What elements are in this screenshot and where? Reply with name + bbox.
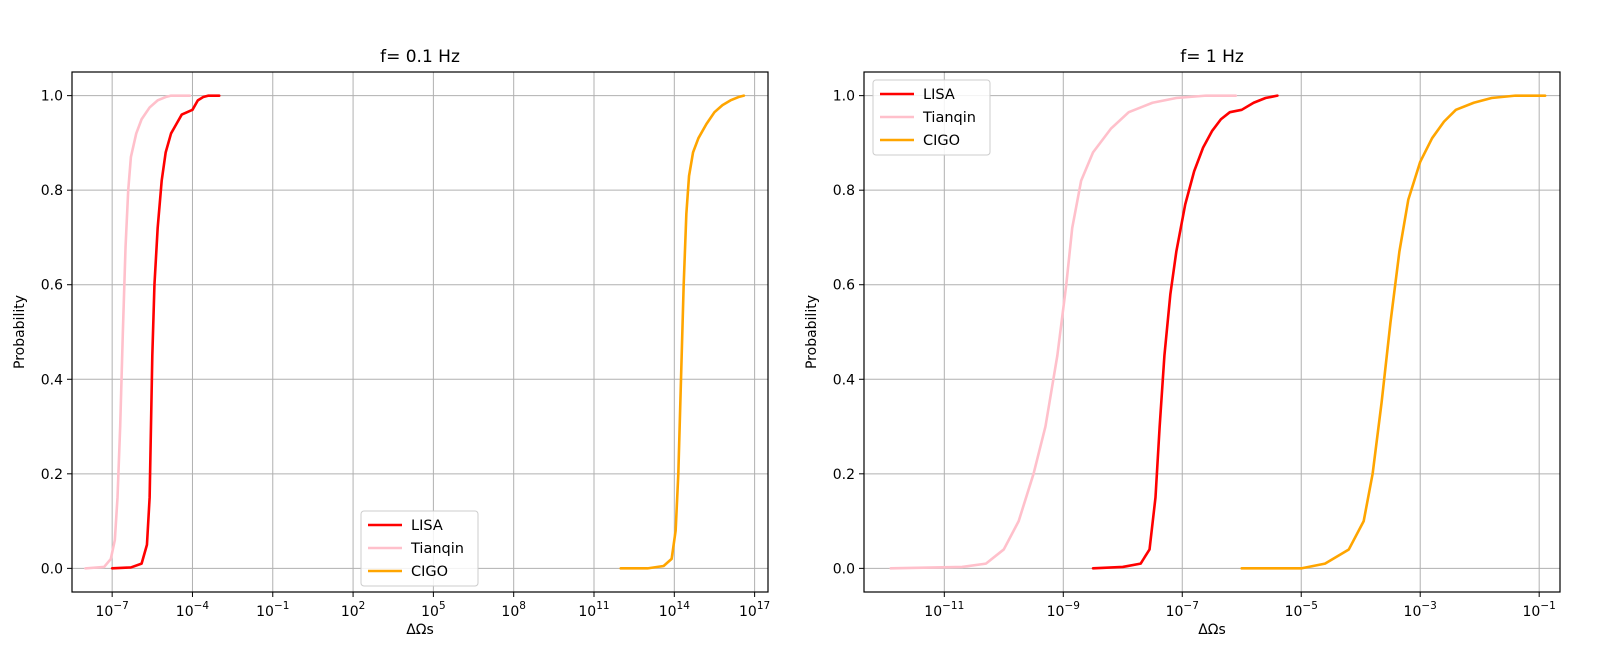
- x-tick-label: 10−11: [924, 600, 964, 620]
- x-tick-label: 1011: [578, 600, 609, 620]
- y-tick-label: 0.6: [41, 278, 63, 294]
- y-tick-label: 0.2: [41, 467, 63, 483]
- legend-label-cigo: CIGO: [923, 133, 960, 149]
- x-tick-label: 10−5: [1285, 600, 1318, 620]
- series-line-tianqin: [889, 94, 1238, 570]
- x-tick-label: 10−4: [176, 600, 210, 620]
- legend-label-lisa: LISA: [923, 87, 955, 103]
- series-line-lisa: [1091, 94, 1279, 570]
- x-tick-label: 10−7: [1166, 600, 1199, 620]
- x-axis-label: ΔΩs: [1198, 622, 1226, 638]
- y-axis-label: Probability: [12, 295, 28, 369]
- x-axis-label: ΔΩs: [406, 622, 434, 638]
- legend-label-lisa: LISA: [411, 518, 443, 534]
- legend-box: [872, 79, 991, 156]
- y-tick-label: 0.4: [833, 372, 855, 388]
- y-tick-label: 0.0: [41, 561, 63, 577]
- x-tick-label: 105: [421, 600, 446, 620]
- x-tick-label: 102: [341, 600, 366, 620]
- y-tick-label: 0.0: [833, 561, 855, 577]
- y-tick-label: 1.0: [833, 89, 855, 105]
- chart-panel-right: 10−11 10−9 10−7 10−5 10−3 10−1 0.0 0.2 0.4 0.6 0.8…: [804, 47, 1561, 638]
- series-line-lisa: [110, 94, 221, 570]
- legend-label-tianqin: Tianqin: [922, 110, 976, 126]
- series-line-cigo: [1240, 94, 1547, 570]
- x-tick-label: 10−1: [256, 600, 289, 620]
- x-tick-label: 1017: [739, 600, 770, 620]
- y-tick-label: 0.6: [833, 278, 855, 294]
- plot-frame: [71, 71, 769, 593]
- legend: LISA Tianqin CIGO: [872, 79, 991, 156]
- x-tick-label: 10−9: [1047, 600, 1080, 620]
- y-tick-label: 0.2: [833, 467, 855, 483]
- x-tick-label: 108: [501, 600, 526, 620]
- chart-title: f= 1 Hz: [1180, 47, 1244, 67]
- y-axis-label: Probability: [804, 295, 820, 369]
- y-tick-label: 0.8: [833, 183, 855, 199]
- legend-label-tianqin: Tianqin: [410, 541, 464, 557]
- y-tick-label: 1.0: [41, 89, 63, 105]
- x-tick-label: 10−3: [1404, 600, 1437, 620]
- y-tick-label: 0.8: [41, 183, 63, 199]
- plot-frame: [863, 71, 1561, 593]
- x-tick-label: 10−7: [95, 600, 128, 620]
- chart-title: f= 0.1 Hz: [380, 47, 460, 67]
- legend: LISA Tianqin CIGO: [360, 510, 479, 587]
- legend-label-cigo: CIGO: [411, 564, 448, 580]
- x-tick-label: 10−1: [1523, 600, 1556, 620]
- x-tick-label: 1014: [659, 600, 691, 620]
- series-line-cigo: [619, 94, 746, 570]
- series-line-tianqin: [84, 94, 192, 570]
- legend-box: [360, 510, 479, 587]
- chart-panel-left: 10−7 10−4 10−1 102 105 108 1011 1014 1017 0.0 0.2 0…: [12, 47, 770, 638]
- y-tick-label: 0.4: [41, 372, 63, 388]
